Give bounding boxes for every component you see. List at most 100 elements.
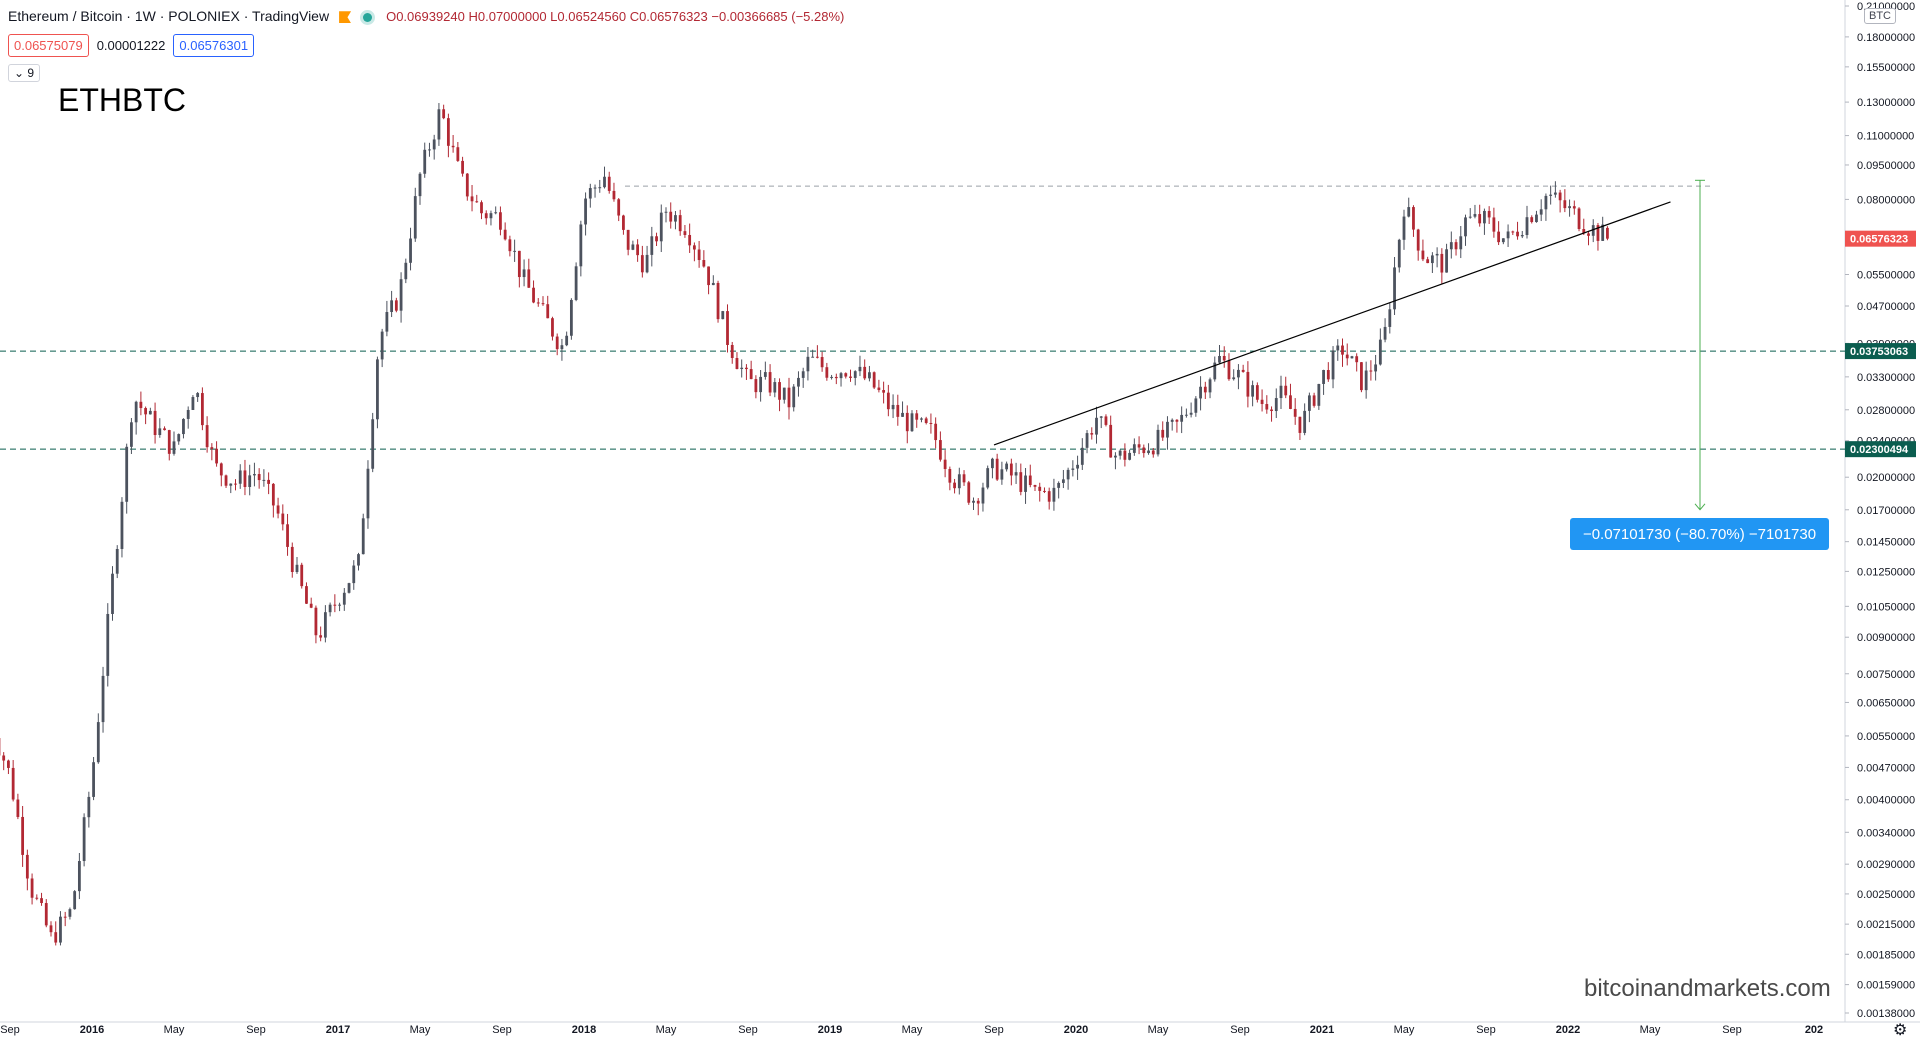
candle bbox=[73, 890, 76, 910]
candle-body bbox=[1237, 370, 1240, 377]
y-tick-label: 0.00550000 bbox=[1857, 731, 1915, 743]
candle-body bbox=[381, 332, 384, 360]
candle bbox=[371, 413, 374, 472]
candle bbox=[1138, 436, 1141, 454]
candle bbox=[513, 240, 516, 262]
candle-body bbox=[1095, 418, 1098, 435]
x-tick-label: Sep bbox=[492, 1024, 512, 1036]
candle bbox=[1062, 470, 1065, 488]
candle bbox=[1218, 345, 1221, 364]
candle bbox=[1322, 370, 1325, 395]
candle bbox=[296, 557, 299, 574]
candle-body bbox=[773, 382, 776, 392]
candle bbox=[570, 298, 573, 340]
candle-body bbox=[102, 676, 105, 722]
x-tick-label: 2021 bbox=[1310, 1024, 1334, 1036]
candle-body bbox=[442, 109, 445, 118]
y-tick-label: 0.00138000 bbox=[1857, 1008, 1915, 1020]
candle-body bbox=[835, 377, 838, 378]
candle bbox=[972, 498, 975, 510]
candle bbox=[565, 332, 568, 347]
candle-body bbox=[1142, 448, 1145, 454]
candle-body bbox=[726, 311, 729, 345]
candle-body bbox=[291, 547, 294, 572]
candle bbox=[967, 481, 970, 505]
candle-body bbox=[1511, 231, 1514, 232]
candle bbox=[442, 105, 445, 120]
candle bbox=[546, 296, 549, 319]
candle-body bbox=[286, 524, 289, 547]
watermark-text: bitcoinandmarkets.com bbox=[1584, 975, 1831, 1003]
y-tick-label: 0.00900000 bbox=[1857, 632, 1915, 644]
candle bbox=[702, 250, 705, 267]
candle bbox=[1336, 339, 1339, 361]
candle bbox=[1280, 376, 1283, 409]
sell-price-button[interactable]: 0.06575079 bbox=[8, 34, 89, 57]
chevron-down-icon: ⌄ bbox=[14, 66, 24, 80]
candle-body bbox=[206, 425, 209, 447]
chart-annotation-title: ETHBTC bbox=[58, 82, 186, 119]
candle bbox=[863, 359, 866, 380]
candle-body bbox=[69, 909, 72, 917]
candle-body bbox=[707, 267, 710, 286]
candle bbox=[721, 311, 724, 319]
candle-body bbox=[1516, 232, 1519, 237]
candle bbox=[367, 460, 370, 529]
collapse-indicators-button[interactable]: ⌄ 9 bbox=[8, 64, 40, 82]
candle-body bbox=[1374, 364, 1377, 371]
candle bbox=[177, 433, 180, 444]
candle bbox=[338, 603, 341, 611]
flag-icon[interactable] bbox=[339, 11, 351, 23]
trendline[interactable] bbox=[994, 202, 1671, 445]
gear-icon[interactable]: ⚙ bbox=[1893, 1020, 1907, 1040]
candle-body bbox=[1166, 422, 1169, 438]
candle bbox=[669, 202, 672, 228]
candle-body bbox=[1138, 444, 1141, 447]
candle-body bbox=[1265, 404, 1268, 409]
candle-body bbox=[1242, 370, 1245, 372]
candle bbox=[277, 498, 280, 519]
candle bbox=[97, 713, 100, 763]
candle-body bbox=[1190, 413, 1193, 415]
buy-price-button[interactable]: 0.06576301 bbox=[173, 34, 254, 57]
candle-body bbox=[1492, 217, 1495, 231]
candle bbox=[646, 246, 649, 273]
candle-body bbox=[319, 635, 322, 637]
candle-body bbox=[887, 393, 890, 410]
candle-body bbox=[409, 239, 412, 263]
candle-body bbox=[1332, 350, 1335, 379]
candle-body bbox=[1436, 254, 1439, 255]
candle-body bbox=[1053, 488, 1056, 502]
candle-body bbox=[1393, 267, 1396, 309]
candle-body bbox=[1289, 395, 1292, 409]
candle bbox=[1251, 381, 1254, 407]
candle bbox=[712, 275, 715, 285]
candle bbox=[1384, 318, 1387, 342]
x-tick-label: 2022 bbox=[1556, 1024, 1580, 1036]
candle-body bbox=[1379, 340, 1382, 365]
candle bbox=[452, 135, 455, 153]
candle-body bbox=[1355, 356, 1358, 362]
candle-body bbox=[1105, 416, 1108, 424]
candle-body bbox=[953, 483, 956, 489]
currency-badge[interactable]: BTC bbox=[1864, 8, 1896, 24]
candle-body bbox=[963, 474, 966, 482]
candle bbox=[163, 426, 166, 430]
y-tick-label: 0.00650000 bbox=[1857, 697, 1915, 709]
candle-body bbox=[854, 371, 857, 378]
candle bbox=[376, 357, 379, 429]
candle-body bbox=[456, 147, 459, 161]
candle-body bbox=[1545, 196, 1548, 209]
candle bbox=[877, 380, 880, 393]
candle-body bbox=[1280, 386, 1283, 398]
candle bbox=[1554, 181, 1557, 197]
candle-body bbox=[655, 236, 658, 241]
candle bbox=[494, 206, 497, 214]
candle bbox=[480, 200, 483, 219]
candle bbox=[906, 405, 909, 443]
candle-body bbox=[892, 405, 895, 409]
symbol-title[interactable]: Ethereum / Bitcoin · 1W · POLONIEX · Tra… bbox=[8, 8, 329, 24]
candle bbox=[1024, 468, 1027, 504]
candle bbox=[352, 560, 355, 590]
candle bbox=[750, 361, 753, 379]
